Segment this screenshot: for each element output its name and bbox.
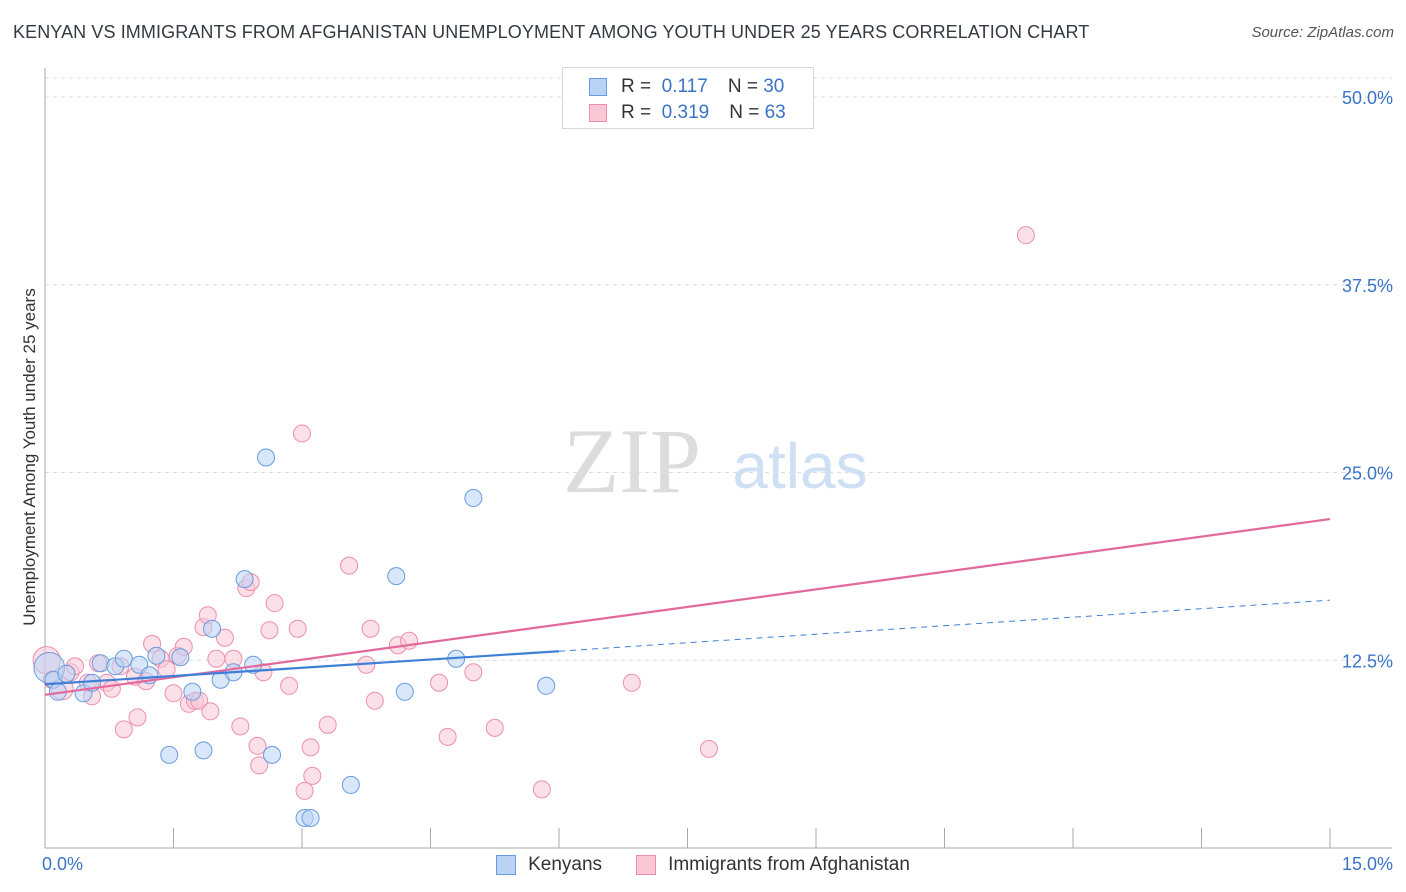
- point-afghanistan: [430, 673, 449, 692]
- series-legend: Kenyans Immigrants from Afghanistan: [0, 852, 1406, 878]
- point-afghanistan: [280, 676, 299, 695]
- point-kenyans: [171, 648, 190, 667]
- watermark: ZIP atlas: [563, 410, 868, 512]
- legend-r-label: R =: [621, 102, 652, 123]
- point-kenyans: [395, 682, 414, 701]
- point-afghanistan: [250, 756, 269, 775]
- point-afghanistan: [301, 738, 320, 757]
- point-afghanistan: [485, 718, 504, 737]
- point-afghanistan: [114, 720, 133, 739]
- point-afghanistan: [260, 621, 279, 640]
- point-kenyans: [235, 570, 254, 589]
- point-kenyans: [464, 489, 483, 508]
- point-kenyans: [183, 682, 202, 701]
- y-tick-label: 25.0%: [1342, 464, 1393, 484]
- point-afghanistan: [365, 691, 384, 710]
- legend-r-value: 0.117: [661, 76, 708, 97]
- point-afghanistan: [201, 702, 220, 721]
- point-afghanistan: [128, 708, 147, 727]
- point-kenyans: [387, 567, 406, 586]
- series-kenyans-points: [33, 448, 556, 827]
- x-tick-label-max: 15.0%: [1342, 854, 1393, 874]
- point-kenyans: [160, 745, 179, 764]
- watermark-zip: ZIP: [563, 410, 701, 512]
- watermark-atlas: atlas: [732, 430, 867, 502]
- legend-item-kenyans: Kenyans: [496, 854, 602, 876]
- legend-swatch-kenyans: [589, 78, 607, 96]
- point-afghanistan: [532, 780, 551, 799]
- point-afghanistan: [102, 679, 121, 698]
- legend-n-value: 30: [763, 76, 785, 97]
- point-afghanistan: [207, 649, 226, 668]
- x-tick-label-min: 0.0%: [42, 854, 83, 874]
- legend-label-kenyans: Kenyans: [528, 854, 603, 875]
- trend-lines: [44, 517, 1331, 696]
- point-kenyans: [194, 741, 213, 760]
- chart-title: KENYAN VS IMMIGRANTS FROM AFGHANISTAN UN…: [13, 22, 1090, 42]
- axes: [44, 68, 1392, 849]
- point-kenyans: [341, 775, 360, 794]
- y-tick-label: 50.0%: [1342, 88, 1393, 108]
- legend-swatch-kenyans: [496, 855, 517, 875]
- point-afghanistan: [295, 781, 314, 800]
- trend-line-afghanistan: [44, 517, 1331, 696]
- point-afghanistan: [622, 673, 641, 692]
- y-tick-label: 37.5%: [1342, 276, 1393, 296]
- point-afghanistan: [318, 715, 337, 734]
- point-kenyans: [91, 654, 110, 673]
- point-afghanistan: [361, 619, 380, 638]
- legend-r-label: R =: [621, 76, 652, 97]
- point-afghanistan: [340, 556, 359, 575]
- tick-labels: 12.5% 25.0% 37.5% 50.0% 0.0% 15.0%: [42, 88, 1393, 874]
- point-kenyans: [537, 676, 556, 695]
- point-afghanistan: [699, 739, 718, 758]
- point-kenyans: [114, 649, 133, 668]
- point-kenyans: [57, 664, 76, 683]
- legend-row-afghanistan: R = 0.319 N = 63: [589, 101, 786, 125]
- legend-item-afghanistan: Immigrants from Afghanistan: [636, 854, 910, 876]
- point-kenyans: [263, 745, 282, 764]
- series-afghanistan-points: [32, 226, 1035, 800]
- point-kenyans: [301, 808, 320, 827]
- point-afghanistan: [464, 663, 483, 682]
- legend-n-label: N =: [727, 76, 758, 97]
- trend-line-kenyans-extension: [558, 599, 1331, 652]
- point-afghanistan: [248, 736, 267, 755]
- y-axis-label: Unemployment Among Youth under 25 years: [20, 288, 39, 626]
- point-afghanistan: [293, 424, 311, 443]
- y-tick-label: 12.5%: [1342, 651, 1393, 671]
- point-afghanistan: [303, 766, 322, 785]
- point-afghanistan: [288, 619, 307, 638]
- point-afghanistan: [438, 727, 457, 746]
- point-afghanistan: [1016, 226, 1035, 245]
- point-kenyans: [147, 646, 166, 665]
- legend-n-value: 63: [764, 102, 786, 123]
- point-afghanistan: [164, 684, 183, 703]
- correlation-legend: R = 0.117 N = 30 R = 0.319 N = 63: [562, 67, 814, 129]
- point-kenyans: [257, 448, 276, 467]
- legend-label-afghanistan: Immigrants from Afghanistan: [668, 854, 910, 875]
- point-afghanistan: [265, 594, 284, 613]
- legend-n-label: N =: [729, 102, 760, 123]
- legend-swatch-afghanistan: [636, 855, 657, 875]
- trend-line-kenyans: [44, 650, 560, 686]
- source-credit: Source: ZipAtlas.com: [1251, 24, 1394, 41]
- point-afghanistan: [231, 717, 250, 736]
- legend-swatch-afghanistan: [589, 104, 607, 122]
- legend-row-kenyans: R = 0.117 N = 30: [589, 75, 784, 99]
- legend-r-value: 0.319: [661, 102, 710, 123]
- point-afghanistan: [215, 628, 234, 647]
- point-kenyans: [203, 619, 222, 638]
